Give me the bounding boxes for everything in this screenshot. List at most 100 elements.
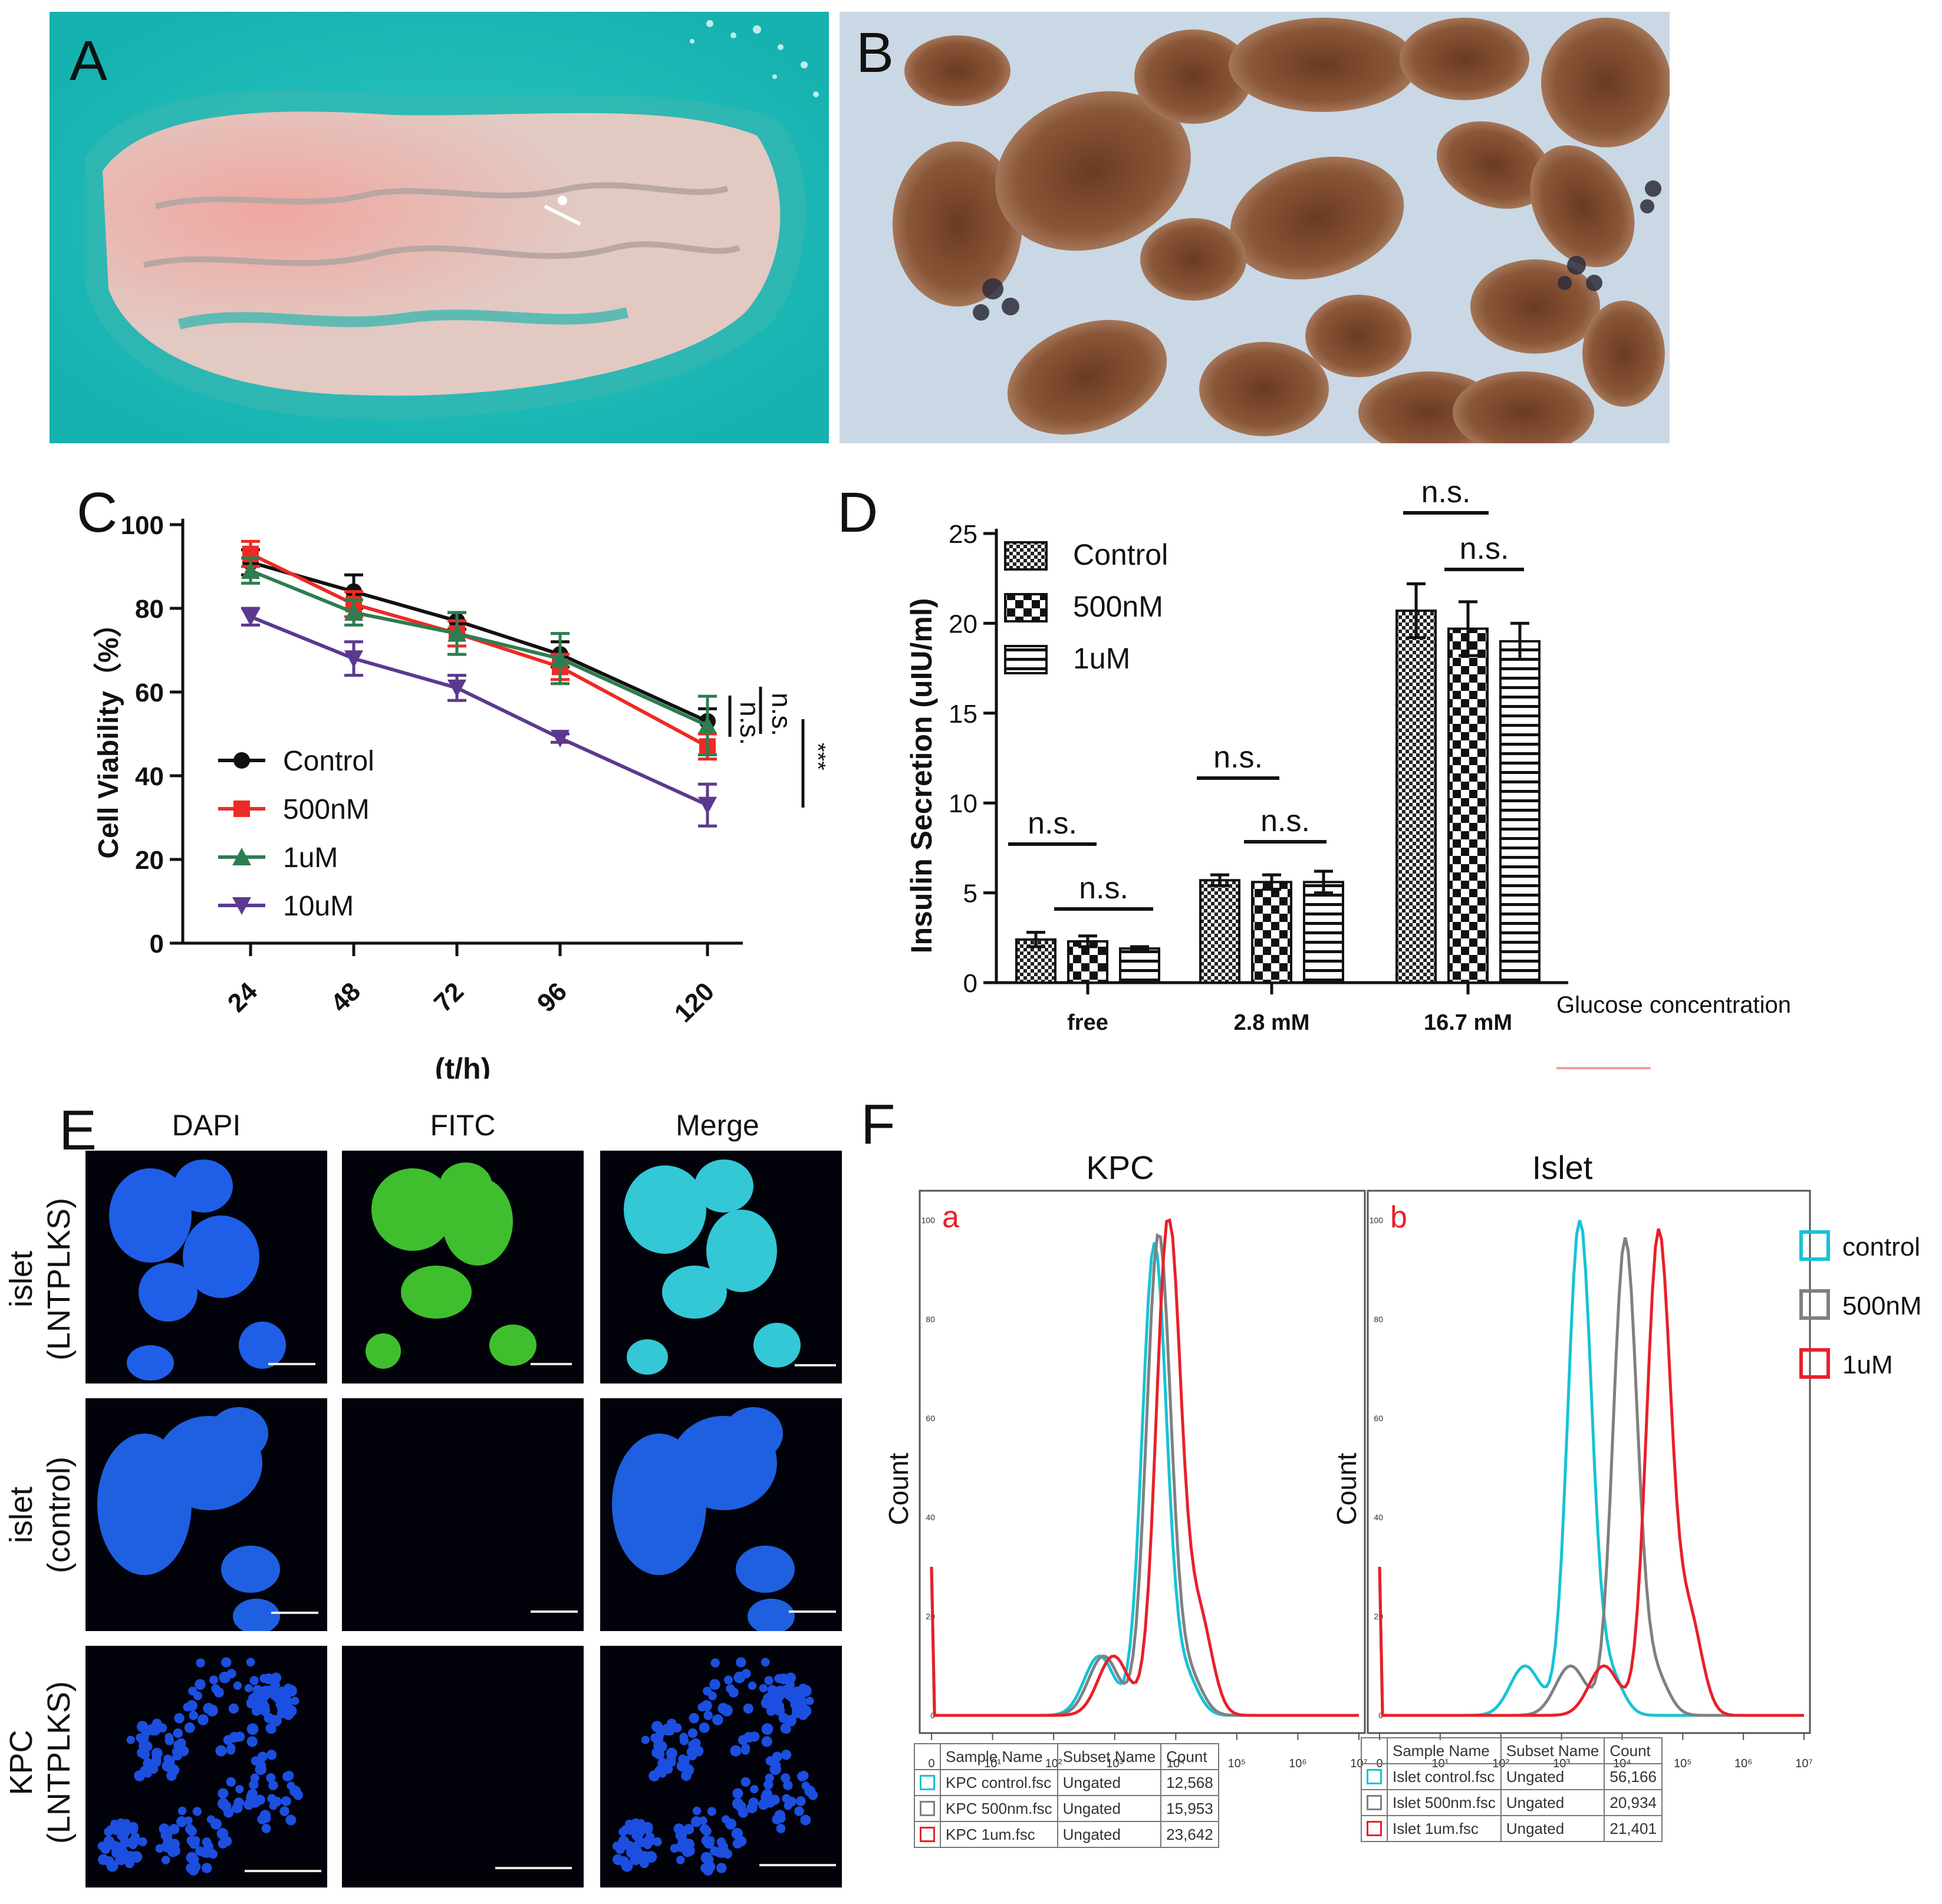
table-header-row: Sample Name Subset Name Count (1361, 1737, 1663, 1764)
nucleus-dot (186, 1852, 198, 1864)
nucleus-dot (169, 1824, 180, 1834)
nucleus-dot (778, 1712, 789, 1724)
sig-label: n.s. (1260, 804, 1310, 838)
table-cell: Islet 1um.fsc (1387, 1815, 1502, 1842)
nucleus-dot (634, 1833, 643, 1843)
nucleus-dot (184, 1816, 193, 1825)
table-swatch-cell (1361, 1763, 1388, 1790)
table-swatch-cell (914, 1795, 941, 1822)
table-row: Islet 500nm.fsc Ungated 20,934 (1361, 1789, 1663, 1816)
nucleus-dot (263, 1673, 275, 1685)
nucleus-dot (143, 1769, 152, 1778)
nucleus-dot (799, 1705, 812, 1717)
panel-letter-d: D (837, 481, 878, 544)
row-header-line: (LNTPLKS) (41, 1681, 77, 1844)
nucleus-dot (714, 1847, 725, 1857)
nucleus-dot (758, 1799, 769, 1810)
scale-bar (795, 1364, 836, 1366)
nucleus-dot (801, 1781, 810, 1790)
nucleus-dot (777, 1814, 786, 1823)
nucleus-dot (761, 1736, 772, 1747)
series-line (249, 569, 709, 727)
nucleus-dot (268, 1780, 278, 1790)
table-row: KPC control.fsc Ungated 12,568 (914, 1769, 1219, 1796)
nucleus-dot (246, 1723, 259, 1735)
flow-y-tick: 100 (921, 1215, 936, 1225)
nucleus-dot (681, 1770, 692, 1781)
nucleus-dot (116, 1818, 127, 1830)
legend-label: 500nM (283, 794, 370, 825)
bar-1um (1303, 881, 1344, 984)
nucleus-dot (284, 1771, 294, 1781)
flow-legend-swatch (1799, 1230, 1830, 1261)
nucleus-dot (794, 1692, 804, 1702)
nucleus-dot (184, 1722, 195, 1733)
data-point (232, 848, 251, 865)
scale-bar (271, 1612, 318, 1614)
color-swatch (920, 1801, 935, 1816)
y-tick-label: 0 (963, 969, 977, 998)
nucleus-dot (126, 1735, 135, 1744)
nucleus-dot (155, 1844, 164, 1853)
nucleus-dot (658, 1769, 667, 1778)
nucleus-dot (625, 1842, 634, 1852)
table-cell: Ungated (1056, 1795, 1162, 1822)
data-point (233, 801, 250, 817)
nucleus-dot (705, 1861, 716, 1872)
series-1um (241, 556, 717, 756)
nucleus-dot (218, 1788, 229, 1799)
x-tick-label: 24 (222, 977, 264, 1018)
nucleus-dot (187, 1826, 197, 1836)
nucleus-dot (634, 1847, 643, 1857)
legend-swatch (1004, 645, 1048, 674)
table-cell (1361, 1737, 1388, 1764)
color-swatch (1367, 1795, 1382, 1810)
histogram-kpc-1um-fsc (930, 1218, 1359, 1717)
nucleus-dot (717, 1702, 729, 1714)
flow-y-tick: 60 (1374, 1414, 1383, 1423)
nucleus-dot (221, 1836, 232, 1847)
nucleus-dot (770, 1695, 782, 1707)
nucleus-dot (707, 1807, 716, 1816)
nucleus-dot (177, 1745, 189, 1757)
row-header-line: (LNTPLKS) (41, 1197, 77, 1361)
nucleus-dot (630, 1818, 641, 1830)
table-cell: 21,401 (1604, 1815, 1663, 1842)
nucleus-dot (676, 1856, 685, 1865)
y-tick-label: 10 (949, 789, 977, 818)
nucleus-dot (98, 1854, 109, 1865)
nucleus-dot (262, 1814, 271, 1823)
sig-label: n.s. (1028, 806, 1077, 841)
nucleus-dot (192, 1836, 200, 1845)
scale-bar (268, 1363, 315, 1365)
table-cell: Ungated (1500, 1789, 1605, 1816)
data-point (447, 679, 466, 697)
nucleus-dot (226, 1745, 235, 1755)
series-10um (241, 607, 717, 828)
legend-label: 1uM (283, 842, 338, 874)
nucleus-dot (679, 1736, 689, 1745)
nucleus-dot (163, 1836, 173, 1846)
nucleus-dot (161, 1856, 170, 1865)
nucleus-dot (139, 1734, 149, 1744)
nucleus-dot (202, 1837, 212, 1847)
row-header-line: islet (4, 1486, 39, 1544)
table-cell: Ungated (1500, 1763, 1605, 1790)
legend-label: 1uM (1073, 642, 1130, 675)
nucleus-dot (687, 1728, 698, 1738)
micrograph-kpc-lntplks-dapi (85, 1646, 327, 1887)
data-point (551, 730, 570, 748)
nucleus-dot (613, 1854, 624, 1865)
nucleus-dot (799, 1771, 809, 1781)
row-header-kpc-lntplks: KPC (LNTPLKS) (2, 1639, 78, 1886)
nucleus-dot (119, 1833, 128, 1843)
table-row: KPC 1um.fsc Ungated 23,642 (914, 1821, 1219, 1848)
nucleus-dot (159, 1823, 170, 1834)
histogram-islet-1um-fsc (1378, 1228, 1804, 1717)
nucleus-dot (164, 1736, 175, 1745)
nucleus-dot (165, 1755, 175, 1765)
nucleus-dot (261, 1823, 271, 1833)
chart-d-insulin-secretion: 0 5 10 15 20 25 Insulin Secretion (uIU/ml) Gluc… (905, 475, 1791, 1069)
nucleus-dot (716, 1837, 726, 1847)
nucleus-dot (152, 1718, 162, 1729)
